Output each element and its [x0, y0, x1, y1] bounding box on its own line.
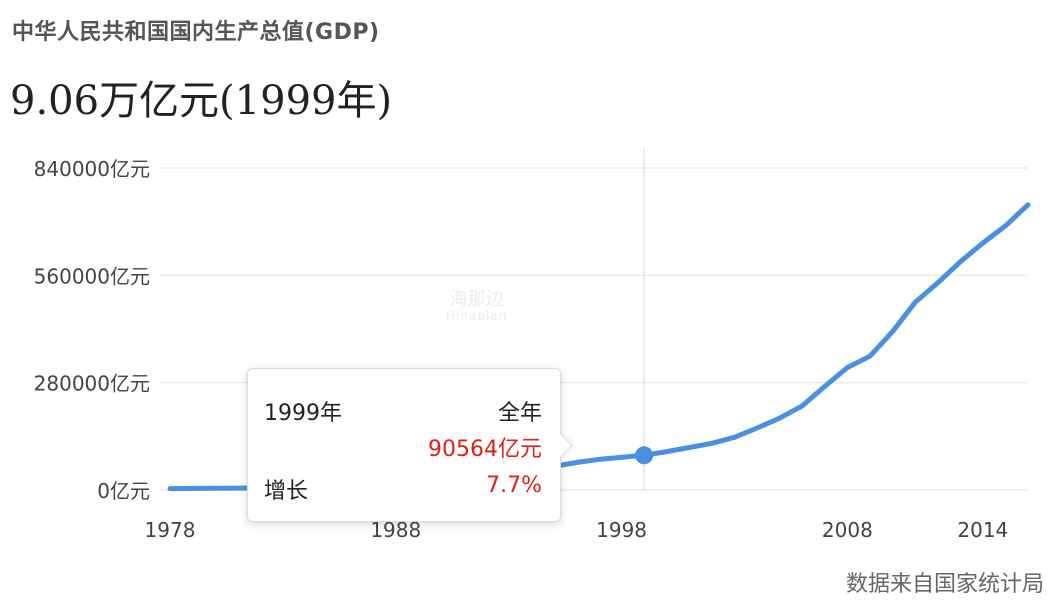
- x-tick-label: 2008: [822, 518, 873, 542]
- tooltip-growth-label: 增长: [264, 479, 309, 504]
- y-tick-label: 280000亿元: [34, 372, 150, 396]
- tooltip-growth-value: 7.7%: [486, 473, 542, 498]
- y-tick-label: 560000亿元: [34, 264, 150, 288]
- watermark: 海那边 Hinabian: [446, 290, 507, 323]
- y-tick-label: 0亿元: [97, 479, 150, 503]
- y-axis-ticks: 0亿元 280000亿元 560000亿元 840000亿元: [34, 157, 150, 503]
- x-axis-ticks: 1978 1988 1998 2008 2014: [145, 518, 1009, 542]
- chart-title: 中华人民共和国国内生产总值(GDP): [12, 20, 380, 45]
- data-tooltip: 1999年 全年 90564亿元 增长 7.7%: [247, 368, 561, 522]
- y-tick-label: 840000亿元: [34, 157, 150, 181]
- x-tick-label: 1988: [370, 518, 421, 542]
- highlight-point: [635, 446, 654, 465]
- source-note: 数据来自国家统计局: [845, 572, 1044, 597]
- watermark-name: 海那边: [449, 289, 504, 310]
- chart-grid: [160, 167, 1028, 491]
- tooltip-year: 1999年: [264, 401, 342, 426]
- headline-value: 9.06万亿元(1999年): [10, 78, 393, 124]
- x-tick-label: 1998: [596, 518, 647, 542]
- watermark-sub: Hinabian: [446, 308, 508, 323]
- x-tick-label: 2014: [957, 518, 1008, 542]
- tooltip-value: 90564亿元: [428, 437, 542, 462]
- x-tick-label: 1978: [145, 518, 196, 542]
- tooltip-period: 全年: [497, 401, 542, 426]
